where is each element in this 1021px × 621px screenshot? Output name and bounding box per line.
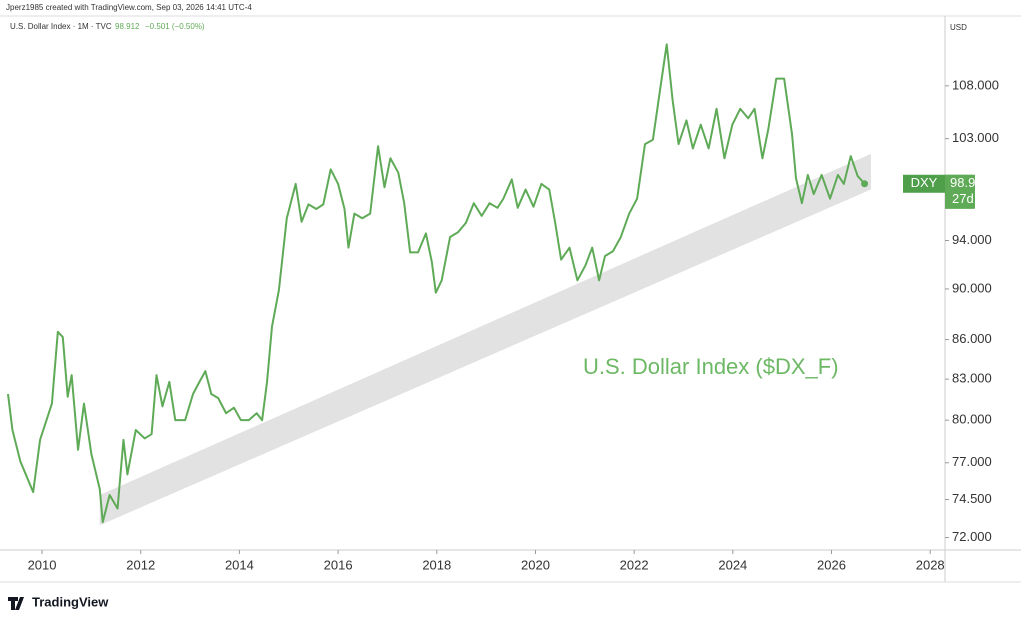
x-tick-label: 2012: [126, 557, 155, 572]
header: Jperz1985 created with TradingView.com, …: [6, 3, 252, 12]
y-tick-label: 94.000: [952, 232, 992, 247]
price: 98.912: [950, 175, 990, 190]
y-tick-label: 108.000: [952, 77, 999, 92]
symbol: DXY: [911, 175, 938, 190]
x-tick-label: 2028: [916, 557, 945, 572]
countdown: 27d 5h: [952, 191, 992, 206]
y-tick-label: 103.000: [952, 130, 999, 145]
logo: [8, 597, 24, 610]
legend-last: 98.912: [115, 22, 140, 31]
x-tick-label: 2014: [225, 557, 254, 572]
y-tick-label: 86.000: [952, 331, 992, 346]
x-tick-label: 2010: [28, 557, 57, 572]
y-tick-label: 77.000: [952, 454, 992, 469]
last-point: [861, 180, 869, 188]
x-tick-label: 2018: [422, 557, 451, 572]
x-tick-label: 2026: [817, 557, 846, 572]
price-box-wide: [945, 174, 975, 209]
x-tick-label: 2022: [620, 557, 649, 572]
x-tick-label: 2016: [324, 557, 353, 572]
y-tick-label: 83.000: [952, 371, 992, 386]
brand: TradingView: [32, 594, 109, 609]
y-tick-label: 90.000: [952, 280, 992, 295]
symbol-box: [903, 174, 945, 193]
x-tick-label: 2024: [718, 557, 747, 572]
legend-change: −0.501 (−0.50%): [145, 22, 205, 31]
legend-title: U.S. Dollar Index · 1M · TVC: [10, 22, 112, 31]
y-tick-label: 72.000: [952, 529, 992, 544]
x-tick-label: 2020: [521, 557, 550, 572]
annotation: U.S. Dollar Index ($DX_F): [583, 354, 839, 379]
axis-unit: USD: [950, 23, 967, 32]
y-tick-label: 74.500: [952, 491, 992, 506]
channel: [99, 153, 871, 526]
x-axis: 2010 2012 2014 2016 2018 2020 2022 2024 2026 2028: [28, 550, 945, 572]
price-line: [7, 43, 866, 524]
y-tick-label: 80.000: [952, 412, 992, 427]
